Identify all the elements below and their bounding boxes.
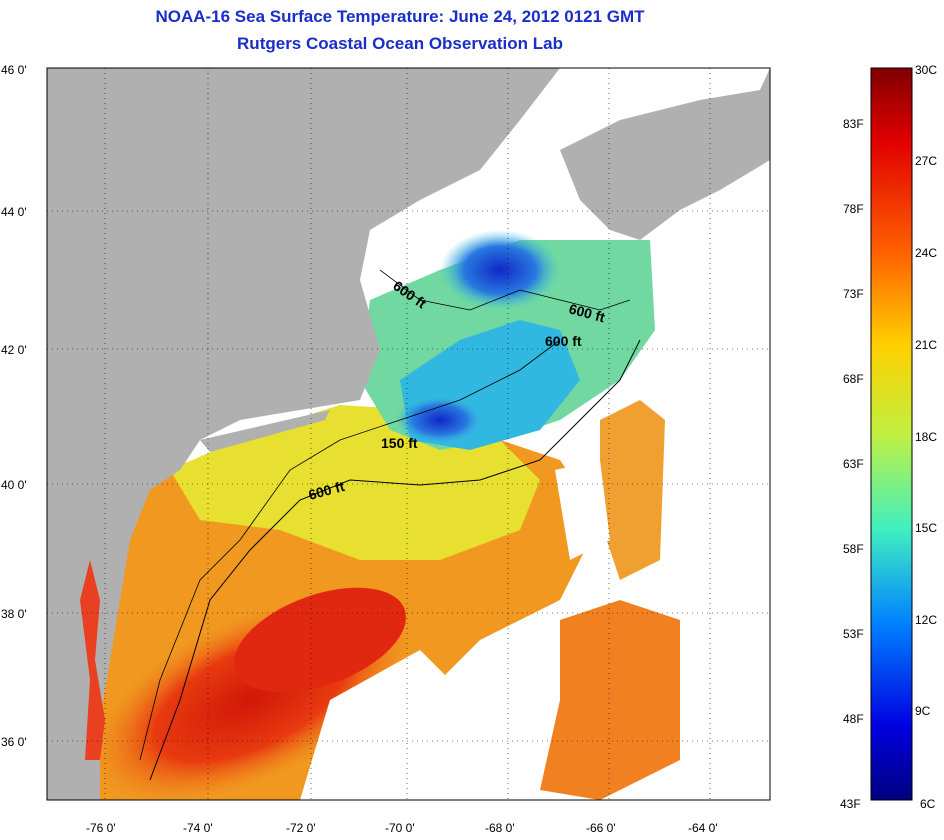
contour-150ft (139, 339, 561, 761)
lon-tick-label: -76 0' (86, 821, 116, 835)
lon-tick-label: -74 0' (183, 821, 213, 835)
colorbar-celsius-label: 6C (920, 797, 936, 811)
colorbar-celsius-label: 30C (915, 63, 937, 77)
lon-tick-label: -70 0' (385, 821, 415, 835)
cloud-gap-2 (300, 650, 470, 800)
map-plot-area (47, 68, 770, 800)
colorbar-celsius-label: 9C (915, 704, 931, 718)
cloud-gap-1 (555, 460, 610, 560)
land-mainland (47, 68, 560, 800)
lat-tick-label: 44 0' (1, 205, 27, 219)
colorbar-celsius-label: 24C (915, 246, 937, 260)
sst-warm-eddy (234, 587, 406, 693)
lon-tick-label: -72 0' (286, 821, 316, 835)
colorbar-fahrenheit-label: 53F (843, 627, 864, 641)
land-nova-scotia (560, 68, 770, 240)
colorbar-fahrenheit-label: 83F (843, 117, 864, 131)
map-subtitle: Rutgers Coastal Ocean Observation Lab (237, 34, 563, 53)
sst-cold-patch-gulf-of-maine (440, 230, 560, 310)
colorbar-celsius-label: 12C (915, 613, 937, 627)
colorbar-celsius-label: 18C (915, 430, 937, 444)
chesapeake-bay (80, 560, 105, 760)
land-long-island (200, 410, 330, 452)
lat-tick-label: 46 0' (1, 63, 27, 77)
sst-offshore-patches (600, 400, 665, 580)
depth-label-150ft: 150 ft (381, 435, 418, 451)
lat-tick-label: 42 0' (1, 343, 27, 357)
sst-offshore-warm-field (540, 600, 680, 800)
colorbar-fahrenheit-label: 63F (843, 457, 864, 471)
colorbar-celsius-label: 15C (915, 521, 937, 535)
colorbar-fahrenheit-label: 68F (843, 372, 864, 386)
colorbar-fahrenheit-label: 78F (843, 202, 864, 216)
map-frame (46, 67, 771, 801)
map-grid (47, 68, 770, 800)
contour-600ft-gulf (379, 269, 631, 311)
colorbar-fahrenheit-label: 43F (840, 797, 861, 811)
colorbar (870, 67, 913, 801)
colorbar-celsius-label: 27C (915, 154, 937, 168)
lat-tick-label: 38 0' (1, 607, 27, 621)
sst-cold-patch-shelf (395, 395, 485, 445)
lat-tick-label: 36 0' (1, 735, 27, 749)
lat-tick-label: 40 0' (1, 478, 27, 492)
lon-tick-label: -68 0' (485, 821, 515, 835)
colorbar-celsius-label: 21C (915, 338, 937, 352)
contour-600ft (149, 339, 641, 781)
colorbar-fahrenheit-label: 48F (843, 712, 864, 726)
map-title: NOAA-16 Sea Surface Temperature: June 24… (155, 7, 645, 26)
colorbar-fahrenheit-label: 73F (843, 287, 864, 301)
colorbar-fahrenheit-label: 58F (843, 542, 864, 556)
depth-label-600ft-3: 600 ft (545, 333, 582, 349)
lon-tick-label: -66 0' (586, 821, 616, 835)
lon-tick-label: -64 0' (688, 821, 718, 835)
